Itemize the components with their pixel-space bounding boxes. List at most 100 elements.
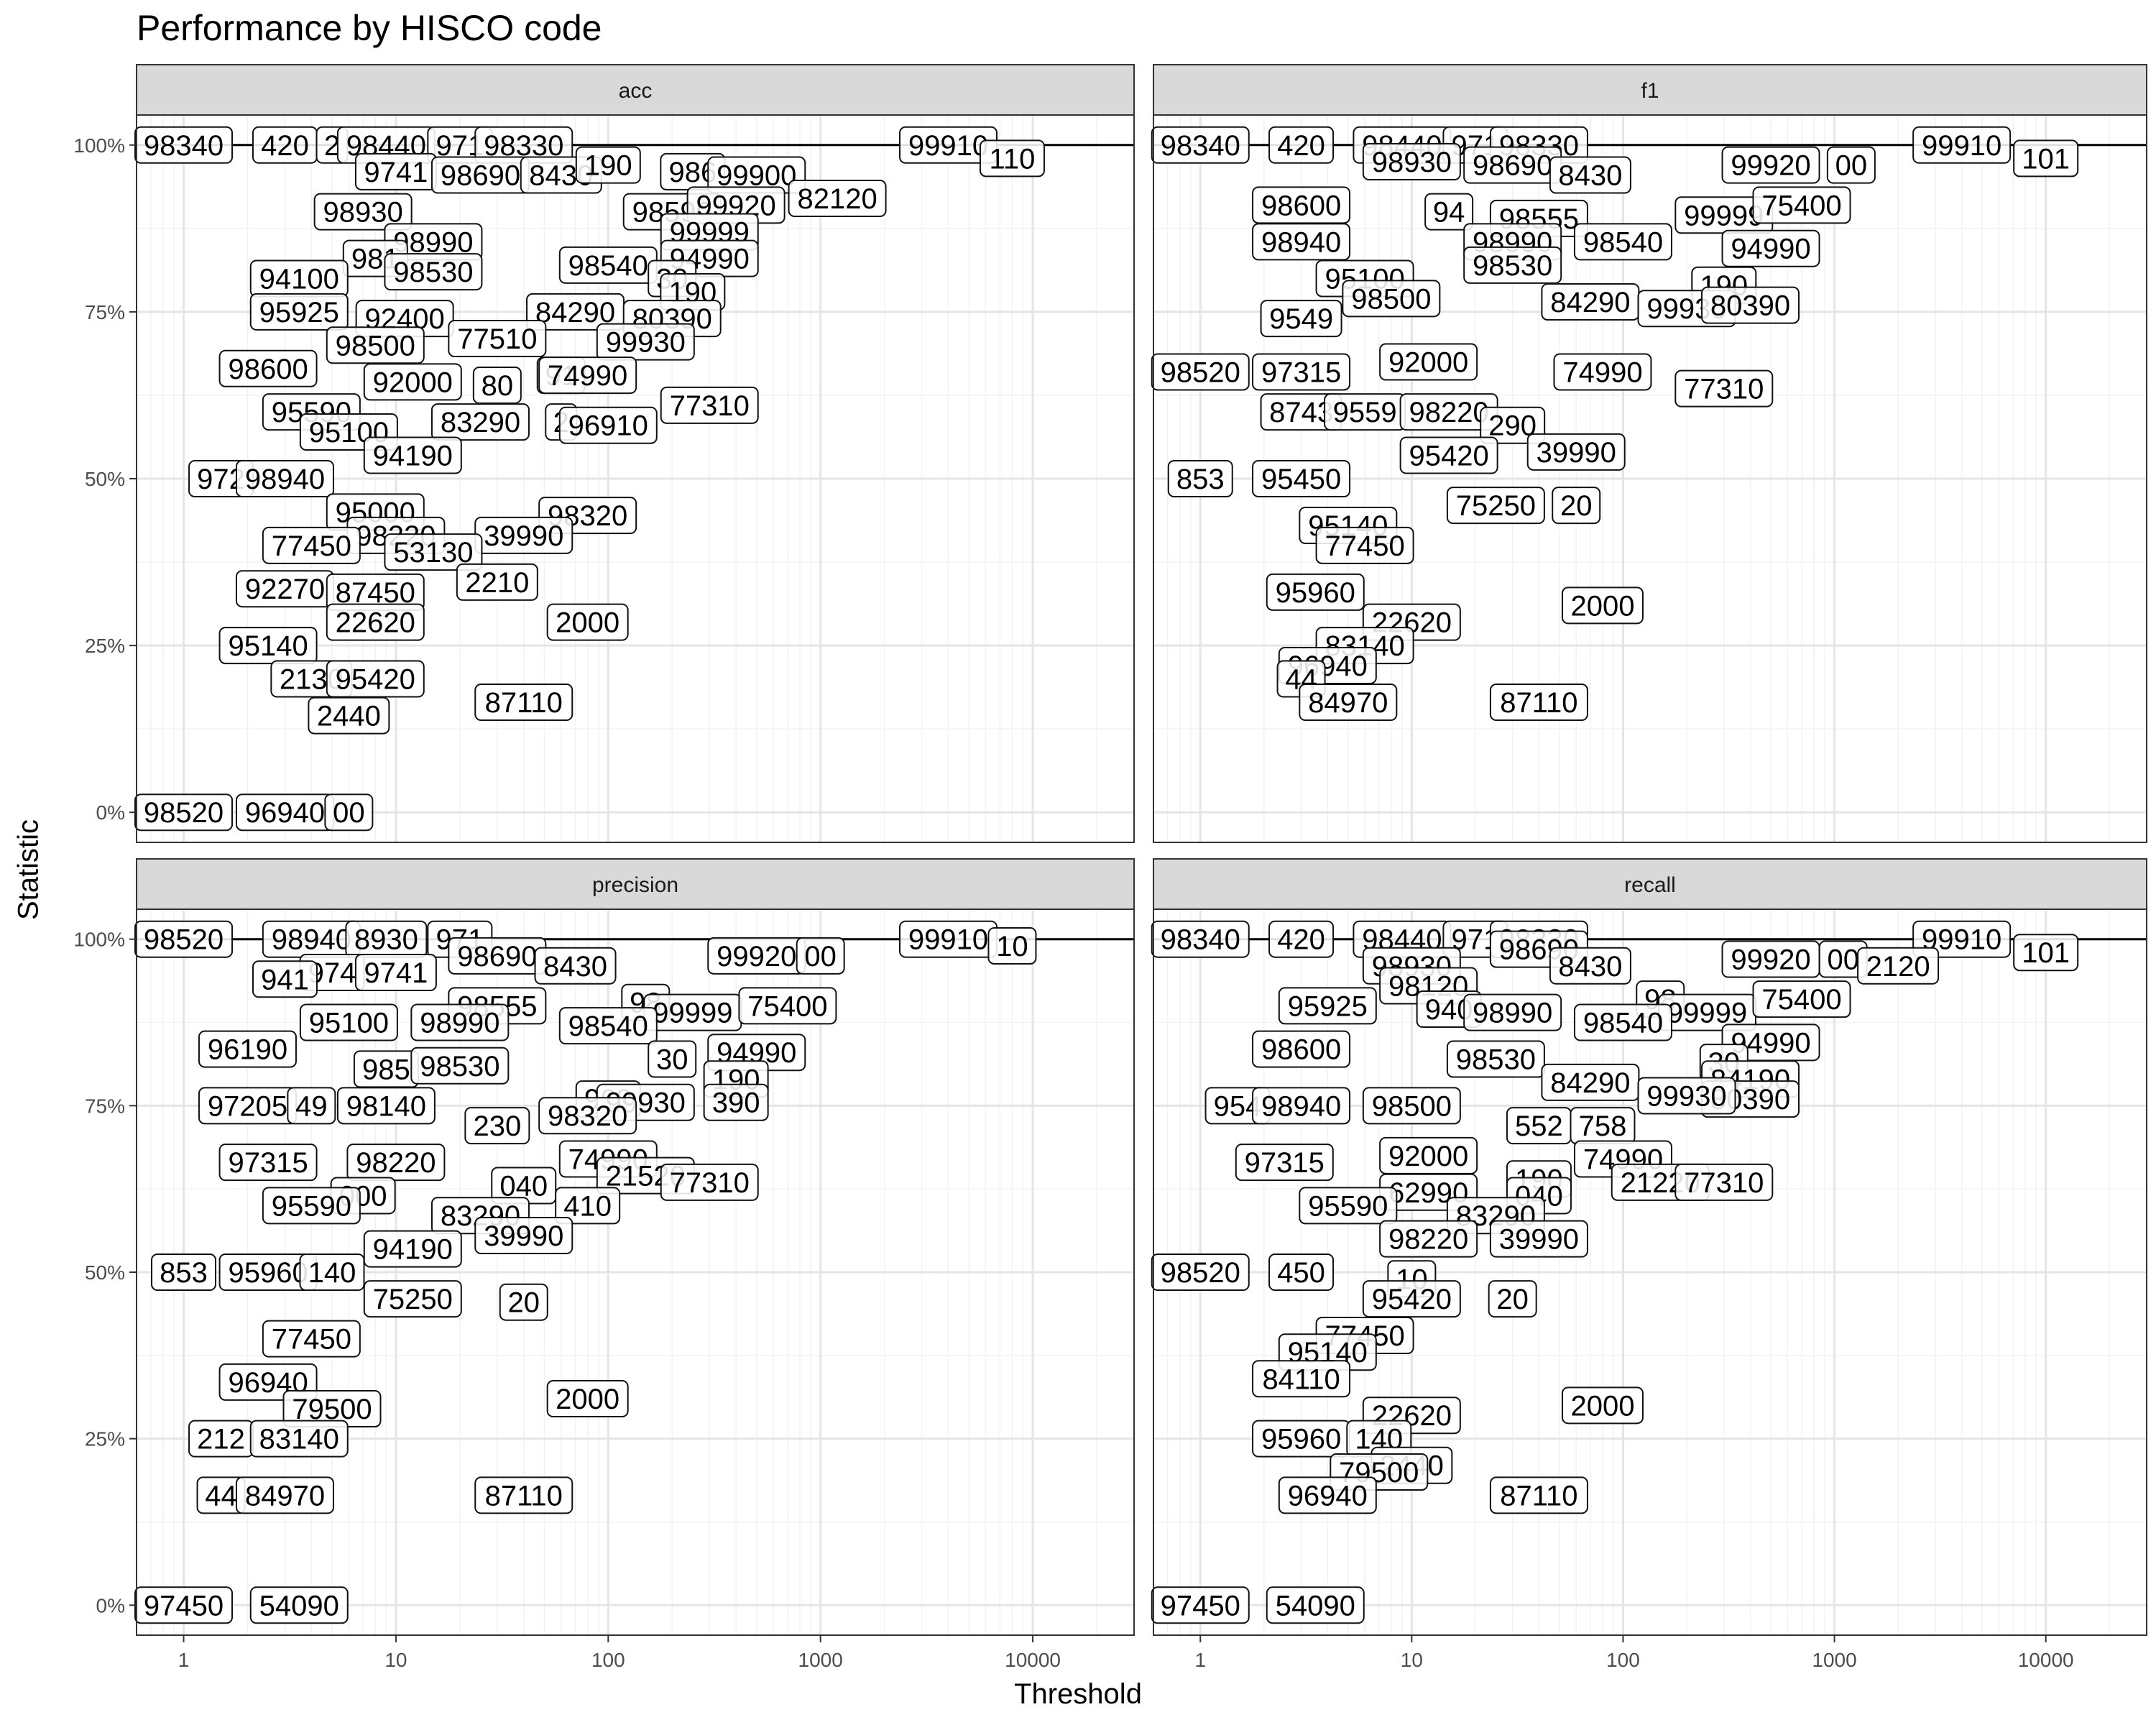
point-label: 2000 (1570, 590, 1634, 622)
point-label-box (430, 403, 530, 441)
point-label-box (538, 356, 637, 395)
point-label-box (596, 323, 695, 361)
point-label: 420 (261, 130, 309, 162)
point-label: 20 (1560, 490, 1593, 522)
point-label: 985 (362, 1054, 410, 1085)
facet-strip (1153, 858, 2147, 910)
x-tick-label: 10000 (2018, 1649, 2074, 1671)
y-tick-label: 25% (85, 1428, 125, 1450)
point-label-box (1252, 1087, 1351, 1125)
point-label: 83140 (259, 1424, 339, 1455)
point-label-box (1912, 920, 2012, 958)
point-label: 410 (563, 1190, 612, 1222)
point-label-box (363, 1230, 462, 1268)
point-label: 20 (1496, 1284, 1529, 1315)
point-label-box (235, 460, 334, 497)
point-label-box (1424, 193, 1474, 231)
point-label-box (1151, 1586, 1250, 1624)
point-label: 87110 (485, 1480, 563, 1512)
point-label: 941 (261, 964, 309, 995)
point-label-box (262, 1320, 361, 1358)
point-label-box (474, 684, 573, 722)
point-label: 98320 (548, 1100, 627, 1132)
point-label: 2120 (1866, 951, 1930, 983)
point-label: 101 (2022, 937, 2070, 969)
point-label-box (1362, 1087, 1461, 1125)
point-label-box (1573, 1003, 1672, 1041)
point-label-box (1252, 186, 1351, 224)
y-tick-label: 0% (96, 801, 125, 824)
point-label: 98220 (1388, 1224, 1468, 1256)
point-label: 00 (1827, 944, 1859, 975)
point-label-box (326, 603, 425, 641)
point-label-box (1489, 1476, 1588, 1514)
point-label-box (474, 1476, 573, 1514)
point-label-box (1252, 460, 1351, 497)
point-label-box (1463, 993, 1562, 1031)
point-label-box (1299, 1187, 1398, 1225)
point-label: 98520 (1161, 356, 1240, 388)
point-label: 98500 (1351, 283, 1431, 315)
point-label: 75400 (1761, 190, 1841, 221)
point-label-box (287, 1087, 336, 1125)
point-label: 8430 (543, 951, 607, 983)
point-label-box (1278, 1476, 1377, 1514)
point-label: 39990 (1537, 437, 1616, 469)
chart-title: Performance by HISCO code (137, 8, 602, 48)
point-label-box (1167, 460, 1233, 497)
point-label: 54090 (1276, 1590, 1355, 1622)
point-label: 99999 (1667, 998, 1747, 1029)
point-label-box (235, 1476, 334, 1514)
point-label: 00 (804, 941, 837, 972)
y-tick-label: 75% (85, 1095, 125, 1117)
point-label-box (448, 320, 547, 358)
point-label: 98530 (1456, 1044, 1536, 1075)
point-label-box (324, 794, 374, 832)
point-label: 98220 (1409, 397, 1489, 428)
point-label-box (1362, 1280, 1461, 1318)
point-label: 39990 (484, 1220, 563, 1252)
point-label: 98600 (228, 354, 308, 385)
point-label: 84970 (1308, 687, 1388, 719)
point-label: 98540 (1583, 226, 1663, 258)
point-label-box (218, 627, 318, 665)
point-label-box (660, 1163, 759, 1201)
point-label-box (1151, 126, 1250, 164)
point-label-box (1553, 353, 1652, 391)
point-label: 8930 (354, 924, 418, 956)
point-label: 2 (324, 130, 340, 162)
point-label-box (354, 954, 437, 992)
point-label-box (1701, 286, 1800, 324)
point-label: 96190 (208, 1034, 287, 1066)
point-label-box (1252, 1360, 1351, 1398)
point-label: 94190 (373, 441, 453, 472)
point-label-box (1266, 1586, 1365, 1624)
point-label: 10 (996, 931, 1028, 962)
point-label: 84290 (1550, 287, 1630, 318)
point-label-box (1252, 353, 1351, 391)
point-label-box (308, 696, 390, 735)
point-label: 190 (584, 150, 632, 182)
point-label: 95960 (228, 1257, 308, 1289)
point-label: 99999 (653, 998, 732, 1029)
point-label: 92000 (1388, 1141, 1468, 1172)
x-tick-label: 100 (1606, 1649, 1640, 1671)
point-label-box (151, 1254, 217, 1291)
point-label: 79500 (292, 1394, 372, 1425)
point-label: 96940 (245, 797, 325, 829)
point-label-box (788, 180, 887, 218)
point-label: 99910 (1922, 130, 2001, 162)
point-label: 95100 (309, 1008, 389, 1039)
point-label-box (558, 1007, 658, 1045)
point-label-box (1235, 1144, 1334, 1182)
point-label-box (198, 1030, 297, 1068)
point-label: 77450 (272, 530, 351, 562)
point-label-box (384, 253, 483, 291)
point-label: 9741 (364, 157, 428, 188)
point-label: 95420 (1372, 1284, 1452, 1315)
facet-strip-label: acc (619, 79, 653, 103)
point-label: 040 (499, 1171, 548, 1202)
facet-strip-label: f1 (1641, 79, 1659, 103)
point-label: 99910 (908, 130, 988, 162)
point-label-box (313, 193, 413, 231)
